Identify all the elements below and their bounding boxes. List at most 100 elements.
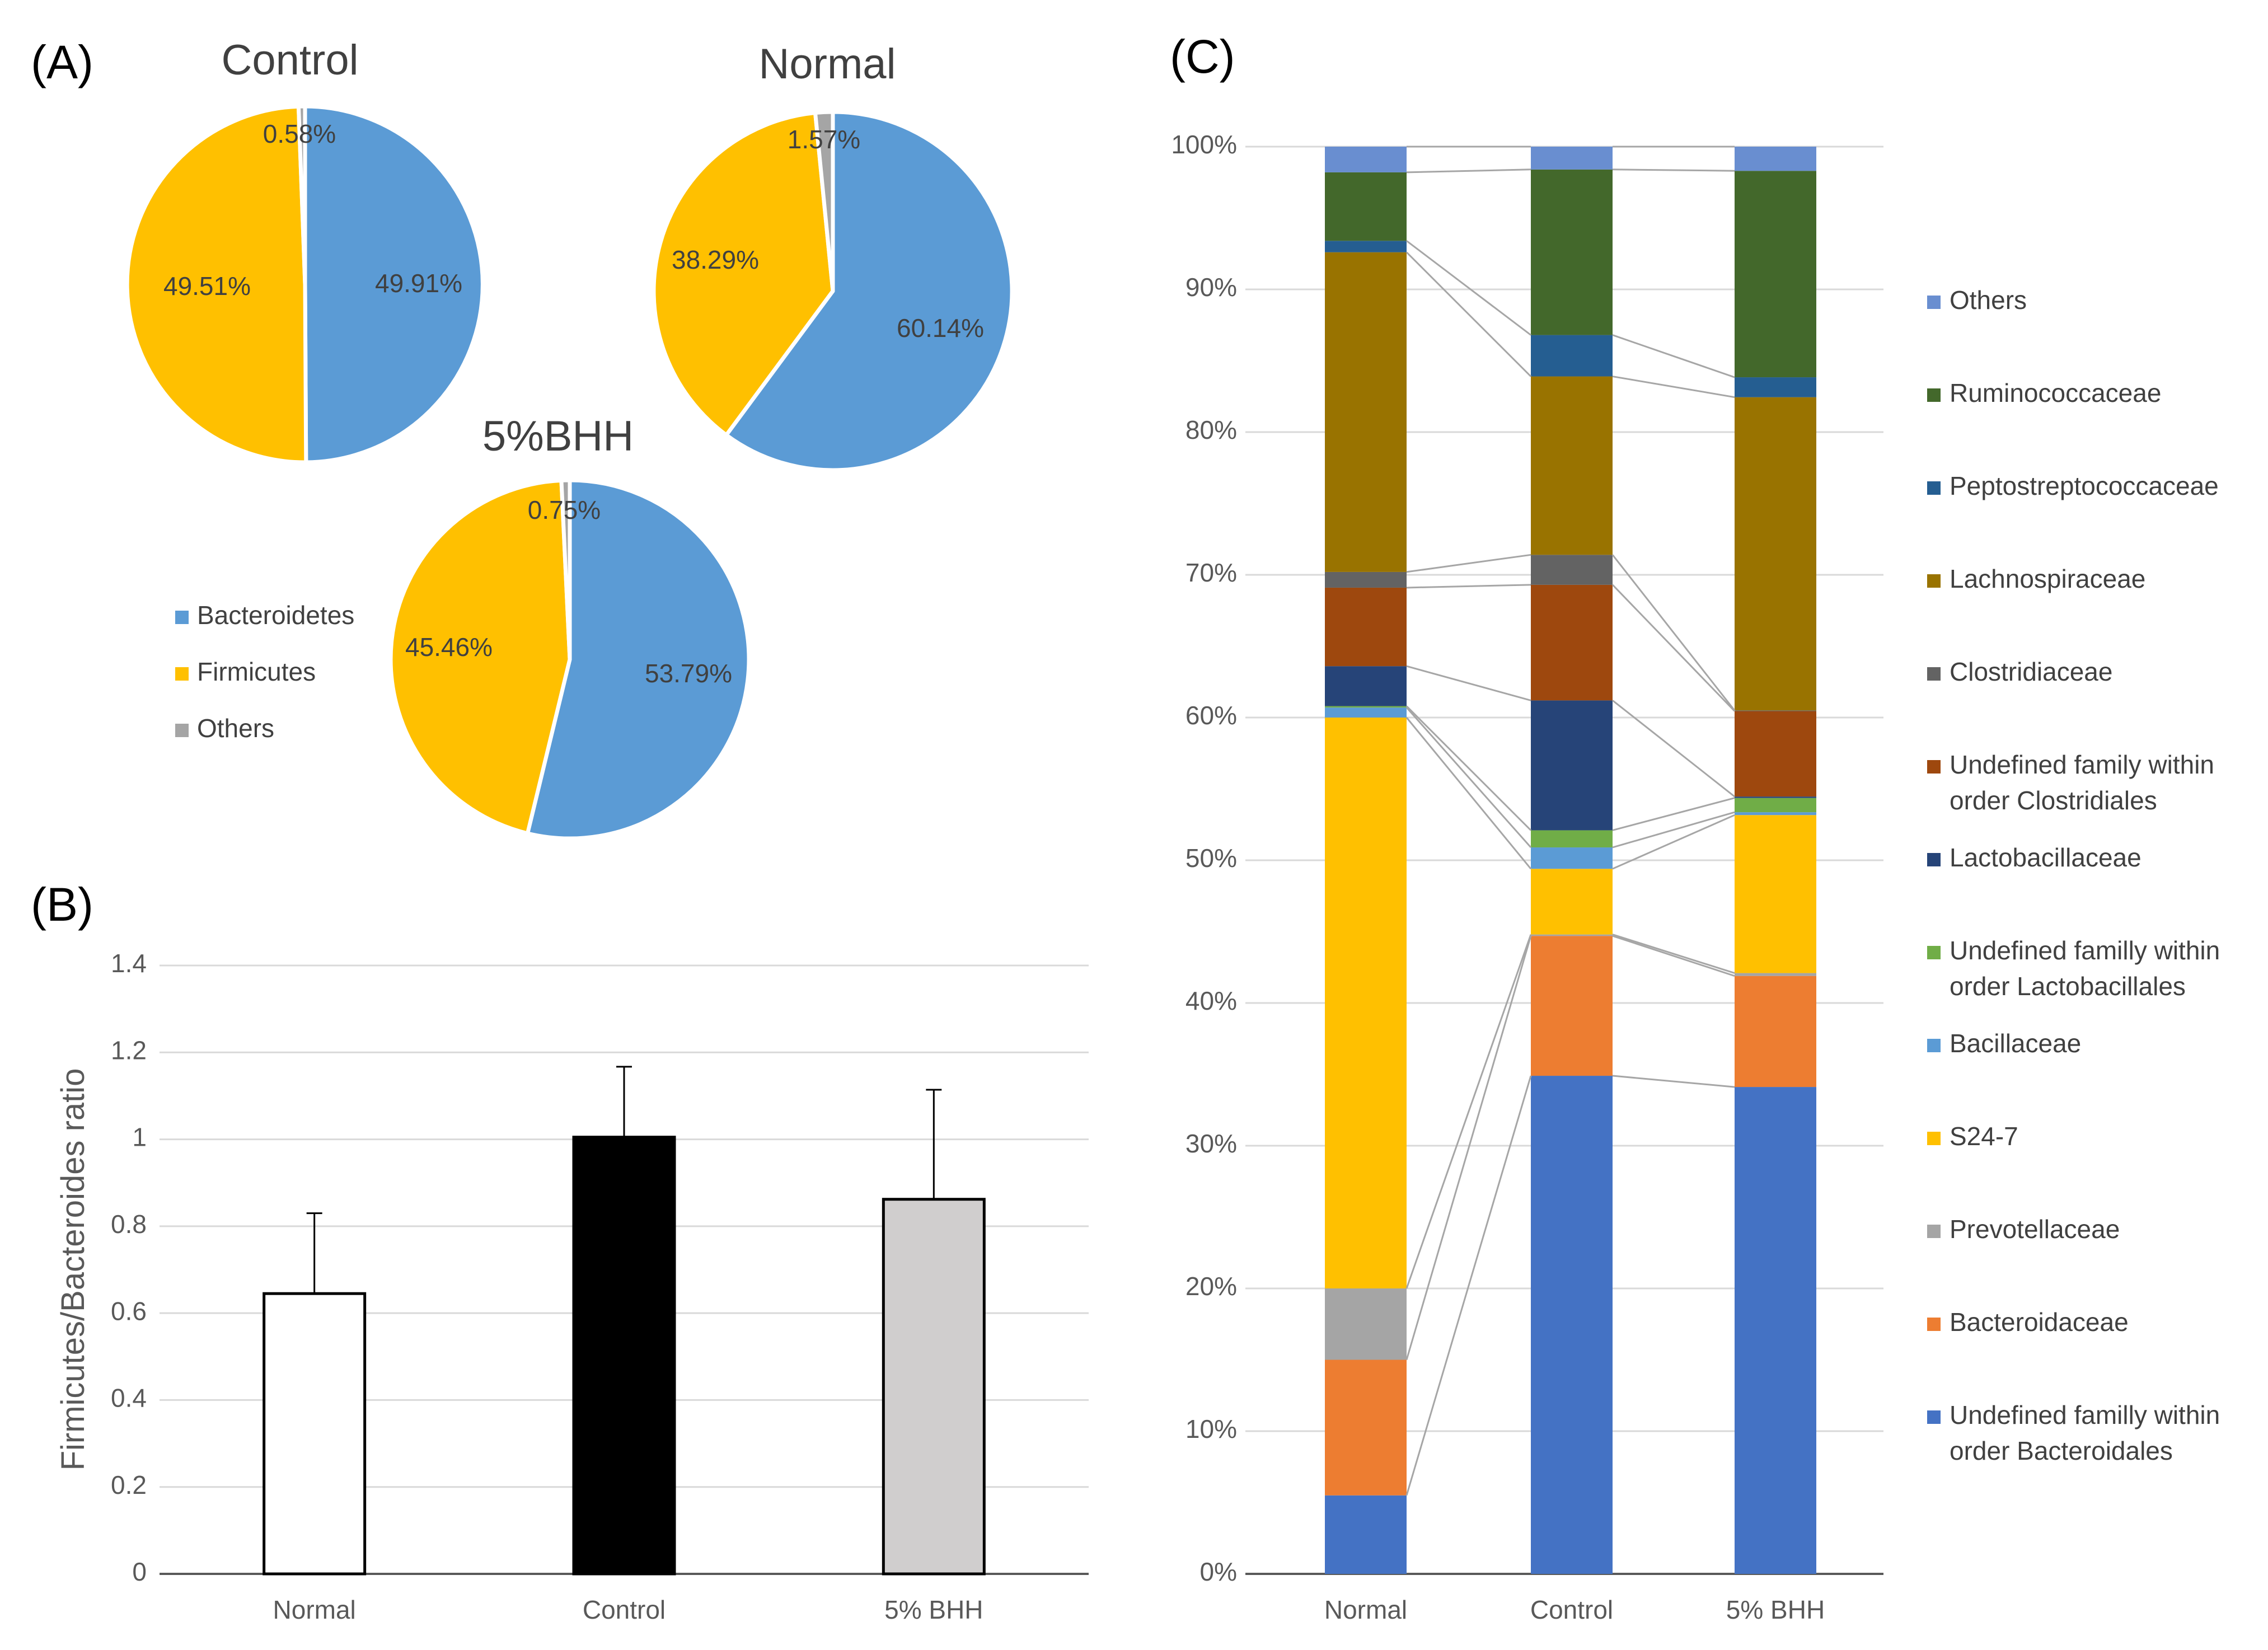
legend-swatch <box>1927 1225 1941 1238</box>
series-line <box>1612 168 1735 172</box>
y-tick-label: 0% <box>1200 1557 1237 1586</box>
stack-segment <box>1735 710 1816 711</box>
series-line <box>1612 814 1735 870</box>
stack-segment <box>1325 241 1407 252</box>
y-tick-label: 0 <box>132 1557 147 1586</box>
y-tick-label: 90% <box>1185 273 1237 302</box>
stack-segment <box>1531 936 1613 1076</box>
series-line <box>1612 797 1735 831</box>
bar-2 <box>882 1198 986 1576</box>
stack-segment <box>1531 934 1613 936</box>
y-axis-label: Firmicutes/Bacteroides ratio <box>55 1068 91 1471</box>
series-line <box>1612 334 1735 378</box>
y-tick-label: 0.2 <box>111 1470 147 1499</box>
stack-segment <box>1325 587 1407 667</box>
x-tick-label: Normal <box>1324 1595 1407 1624</box>
series-line <box>1405 705 1532 831</box>
legend-label: Clostridiaceae <box>1950 657 2112 686</box>
legend-swatch <box>1927 853 1941 866</box>
pie-data-label: 49.51% <box>163 271 251 301</box>
stack-segment <box>1531 376 1613 555</box>
legend-swatch <box>1927 946 1941 959</box>
stack-segment <box>1531 335 1613 377</box>
legend-label: Undefined familly within <box>1950 936 2220 965</box>
series-line <box>1612 1075 1735 1088</box>
legend-swatch <box>1927 481 1941 495</box>
legend-label: Others <box>1950 285 2027 315</box>
legend-label: order Bacteroidales <box>1950 1436 2173 1465</box>
legend-swatch <box>175 724 189 737</box>
series-line <box>1406 665 1531 701</box>
y-tick-label: 100% <box>1171 130 1237 159</box>
pie-0: Control 49.91% 49.51% 0.58% <box>125 36 485 465</box>
stack-segment <box>1735 815 1816 973</box>
stack-segment <box>1325 707 1407 718</box>
pie-data-label: 1.57% <box>788 125 860 154</box>
pie-slice-others <box>813 110 835 293</box>
family-legend: Others Ruminococcaceae Peptostreptococcace… <box>1927 285 2220 1465</box>
stack-segment <box>1531 555 1613 585</box>
pie-slice-firmicutes <box>652 111 835 437</box>
pie-slice-firmicutes <box>125 104 308 465</box>
pie-data-label: 60.14% <box>897 313 984 343</box>
pie-data-label: 53.79% <box>645 659 732 688</box>
legend-label: Peptostreptococcaceae <box>1950 471 2219 500</box>
stack-segment <box>1531 700 1613 831</box>
panel-a-label: (A) <box>31 36 93 88</box>
series-line <box>1406 584 1531 589</box>
pie-data-label: 49.91% <box>375 269 462 298</box>
pie-slice-bacteroidetes <box>303 104 485 465</box>
pie-2: 5%BHH 53.79% 45.46% 0.75% <box>388 412 751 841</box>
stack-segment <box>1735 397 1816 711</box>
pie-data-label: 38.29% <box>672 245 759 274</box>
y-tick-label: 50% <box>1185 843 1237 873</box>
series-line <box>1611 554 1736 711</box>
series-line <box>1405 707 1532 849</box>
stack-segment <box>1325 718 1407 1288</box>
series-line <box>1405 934 1532 1289</box>
stack-segment <box>1531 847 1613 869</box>
legend-swatch <box>1927 1318 1941 1331</box>
series-line <box>1612 935 1735 977</box>
y-tick-label: 1 <box>132 1123 147 1152</box>
pie-data-label: 0.58% <box>263 119 336 148</box>
y-tick-label: 10% <box>1185 1414 1237 1443</box>
pie-slice-others <box>559 478 572 662</box>
pie-slice-others <box>296 104 307 287</box>
legend-swatch <box>175 611 189 624</box>
y-tick-label: 80% <box>1185 415 1237 444</box>
y-tick-label: 20% <box>1185 1272 1237 1301</box>
pie-data-label: 0.75% <box>528 495 601 524</box>
pie-legend: Bacteroidetes Firmicutes Others <box>175 601 354 743</box>
legend-label: Prevotellaceae <box>1950 1215 2120 1244</box>
y-tick-label: 1.2 <box>111 1035 147 1065</box>
stack-segment <box>1735 976 1816 1088</box>
pie-slice-bacteroidetes <box>724 110 1014 472</box>
stack-segment <box>1735 377 1816 397</box>
stack-segment <box>1531 1076 1613 1574</box>
stack-segment <box>1325 666 1407 706</box>
bars-layer: Normal Control 5% BHH <box>1324 147 1825 1624</box>
x-tick-label: Control <box>1530 1595 1613 1624</box>
panel-b-label: (B) <box>31 878 93 931</box>
series-line <box>1612 811 1735 849</box>
legend-label: Undefined family within <box>1950 750 2214 779</box>
stack-segment <box>1531 147 1613 170</box>
legend-label: order Lactobacillales <box>1950 972 2186 1001</box>
legend-swatch <box>1927 1132 1941 1145</box>
stack-segment <box>1325 147 1407 172</box>
family-stacked-chart: 0% 10% 20% 30% 40% 50% 60% 70% 80% 90% 100% Normal C… <box>1171 130 2220 1624</box>
pie-charts: Control 49.91% 49.51% 0.58% Normal 60.14% 38.2… <box>125 36 1014 841</box>
pie-title: Normal <box>759 40 896 88</box>
series-line <box>1405 1075 1532 1496</box>
legend-label: order Clostridiales <box>1950 786 2157 815</box>
y-tick-label: 60% <box>1185 701 1237 730</box>
stack-segment <box>1325 1288 1407 1360</box>
stack-segment <box>1735 812 1816 815</box>
stack-segment <box>1325 571 1407 588</box>
pie-1: Normal 60.14% 38.29% 1.57% <box>652 40 1014 472</box>
legend-label: Bacteroidetes <box>197 601 354 630</box>
panel-c-label: (C) <box>1170 30 1235 83</box>
x-tick-label: Control <box>583 1595 666 1624</box>
